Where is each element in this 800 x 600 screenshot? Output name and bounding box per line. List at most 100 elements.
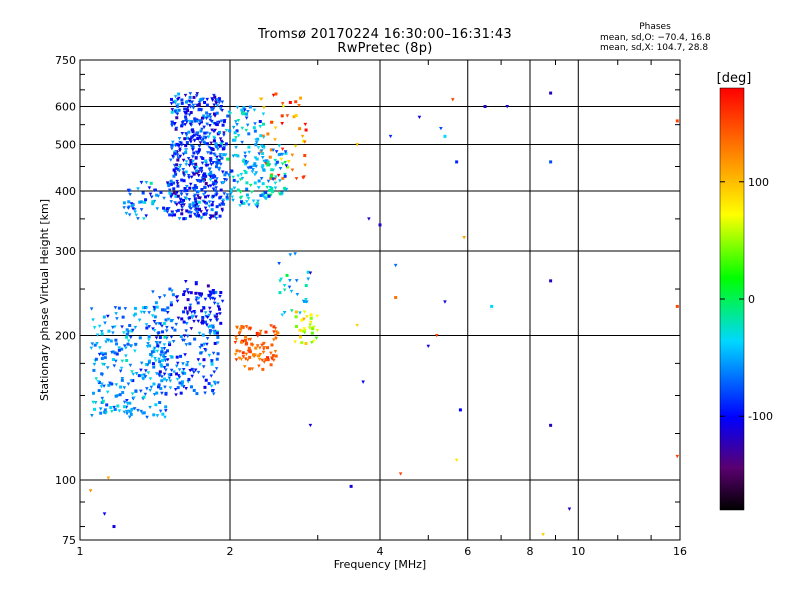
data-point: [221, 123, 225, 127]
data-point: [182, 174, 187, 178]
data-point: [169, 301, 174, 305]
data-point: [132, 396, 136, 400]
data-point: [155, 305, 159, 309]
data-point: [194, 281, 199, 285]
data-point: [220, 299, 225, 303]
data-point: [177, 217, 182, 221]
data-point: [274, 354, 278, 358]
data-point: [147, 359, 152, 363]
data-point: [248, 367, 252, 371]
data-point: [188, 92, 193, 96]
data-point: [256, 186, 261, 190]
data-point: [309, 316, 313, 320]
data-point: [265, 185, 270, 190]
data-point: [147, 338, 151, 342]
data-point: [90, 342, 95, 346]
data-point: [179, 391, 183, 395]
data-point: [185, 209, 189, 213]
data-point: [205, 337, 210, 341]
data-point: [292, 115, 296, 119]
data-point: [173, 121, 177, 126]
x-axis-label: Frequency [MHz]: [334, 558, 426, 571]
data-point: [123, 405, 127, 409]
data-point: [91, 318, 95, 322]
data-point: [190, 145, 195, 149]
data-point: [213, 214, 217, 218]
data-point: [187, 198, 192, 202]
data-point: [195, 133, 199, 137]
data-point: [156, 332, 160, 336]
data-point: [161, 330, 165, 334]
data-point: [273, 186, 278, 190]
data-point: [206, 151, 210, 155]
data-point: [131, 207, 135, 211]
data-point: [231, 175, 236, 179]
data-point: [113, 351, 117, 355]
data-point: [107, 329, 111, 333]
data-point: [239, 172, 244, 177]
data-point: [142, 411, 146, 415]
data-point: [207, 200, 212, 204]
data-point: [250, 342, 254, 346]
data-point: [304, 298, 308, 302]
data-point: [240, 325, 244, 329]
data-point: [188, 342, 192, 346]
data-point: [274, 92, 278, 96]
data-point: [198, 345, 203, 350]
data-point: [162, 377, 166, 381]
data-point: [210, 98, 215, 103]
data-point: [138, 336, 142, 340]
data-point: [204, 164, 208, 168]
data-point: [189, 111, 193, 115]
data-point: [249, 165, 253, 169]
data-point: [150, 355, 154, 359]
data-point: [91, 400, 96, 405]
data-point: [220, 209, 225, 213]
data-point: [120, 325, 124, 329]
data-point: [215, 111, 219, 115]
data-point: [174, 194, 178, 198]
data-point: [212, 297, 217, 301]
data-point: [131, 372, 136, 377]
data-point: [192, 151, 196, 155]
data-point: [221, 200, 225, 204]
data-point: [185, 312, 190, 316]
data-point: [247, 203, 251, 207]
data-point: [164, 329, 169, 333]
data-point: [174, 172, 178, 176]
data-point: [139, 200, 143, 204]
data-point: [205, 103, 209, 107]
data-point: [305, 315, 309, 319]
data-point: [173, 201, 177, 205]
data-point: [201, 365, 206, 369]
data-point: [189, 211, 193, 215]
data-point: [95, 333, 100, 337]
data-point: [114, 312, 118, 316]
data-point: [245, 123, 250, 127]
data-point: [184, 118, 188, 122]
data-point: [93, 343, 97, 347]
data-point: [197, 292, 201, 296]
data-point: [224, 128, 229, 133]
data-point: [349, 484, 353, 488]
data-point: [294, 279, 299, 283]
data-point: [272, 330, 276, 334]
data-point: [245, 200, 249, 204]
data-point: [236, 174, 240, 178]
data-point: [297, 103, 301, 108]
data-point: [194, 165, 199, 169]
data-point: [194, 162, 198, 166]
data-point: [182, 310, 186, 314]
data-point: [211, 324, 215, 328]
data-point: [101, 353, 105, 358]
data-point: [111, 331, 115, 335]
data-point: [302, 310, 307, 314]
data-point: [211, 148, 215, 152]
data-point: [192, 95, 196, 99]
data-point: [182, 179, 186, 183]
data-point: [158, 341, 162, 345]
data-point: [111, 325, 115, 330]
data-point: [302, 317, 306, 321]
data-point: [177, 108, 181, 112]
data-point: [175, 299, 180, 303]
